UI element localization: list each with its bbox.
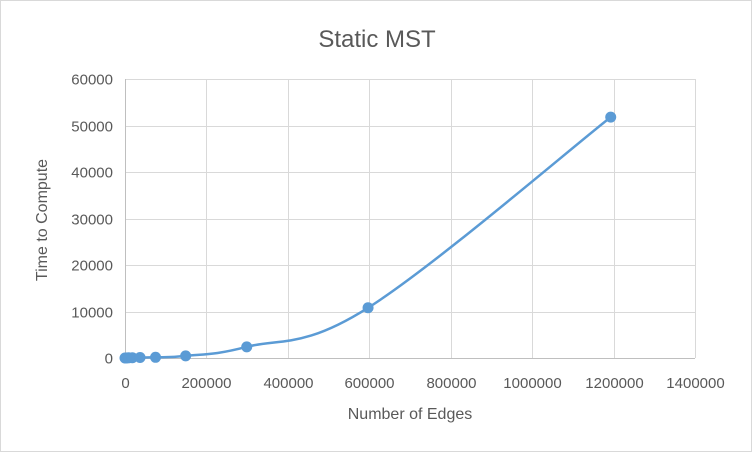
x-tick-label: 200000 — [181, 375, 231, 392]
data-point — [134, 352, 146, 364]
x-axis-title: Number of Edges — [348, 406, 473, 423]
x-tick-label: 0 — [121, 375, 129, 392]
series-line — [124, 116, 612, 360]
x-tick-label: 1000000 — [503, 375, 561, 392]
y-tick-label: 20000 — [71, 258, 113, 275]
x-tick-label: 400000 — [263, 375, 313, 392]
y-tick-label: 30000 — [71, 212, 113, 229]
data-point — [362, 302, 374, 314]
y-axis-title: Time to Compute — [34, 159, 51, 281]
x-tick-labels: 0 200000 400000 600000 800000 1000000 1200000 1… — [121, 375, 724, 392]
x-tick-label: 1200000 — [585, 375, 643, 392]
y-tick-label: 0 — [105, 351, 113, 368]
y-tick-label: 40000 — [71, 165, 113, 182]
y-tick-label: 10000 — [71, 305, 113, 322]
chart-title: Static MST — [318, 26, 436, 53]
data-point — [150, 351, 162, 363]
x-tick-label: 800000 — [426, 375, 476, 392]
x-tick-label: 600000 — [344, 375, 394, 392]
x-tick-label: 1400000 — [666, 375, 724, 392]
grid-layer — [125, 79, 696, 359]
data-point — [180, 350, 192, 362]
data-points — [119, 111, 617, 364]
y-tick-label: 60000 — [71, 72, 113, 89]
data-point — [605, 111, 617, 123]
y-tick-label: 50000 — [71, 119, 113, 136]
data-point — [241, 341, 253, 353]
data-point — [126, 352, 138, 364]
y-tick-labels: 0 10000 20000 30000 40000 50000 60000 — [71, 72, 113, 368]
